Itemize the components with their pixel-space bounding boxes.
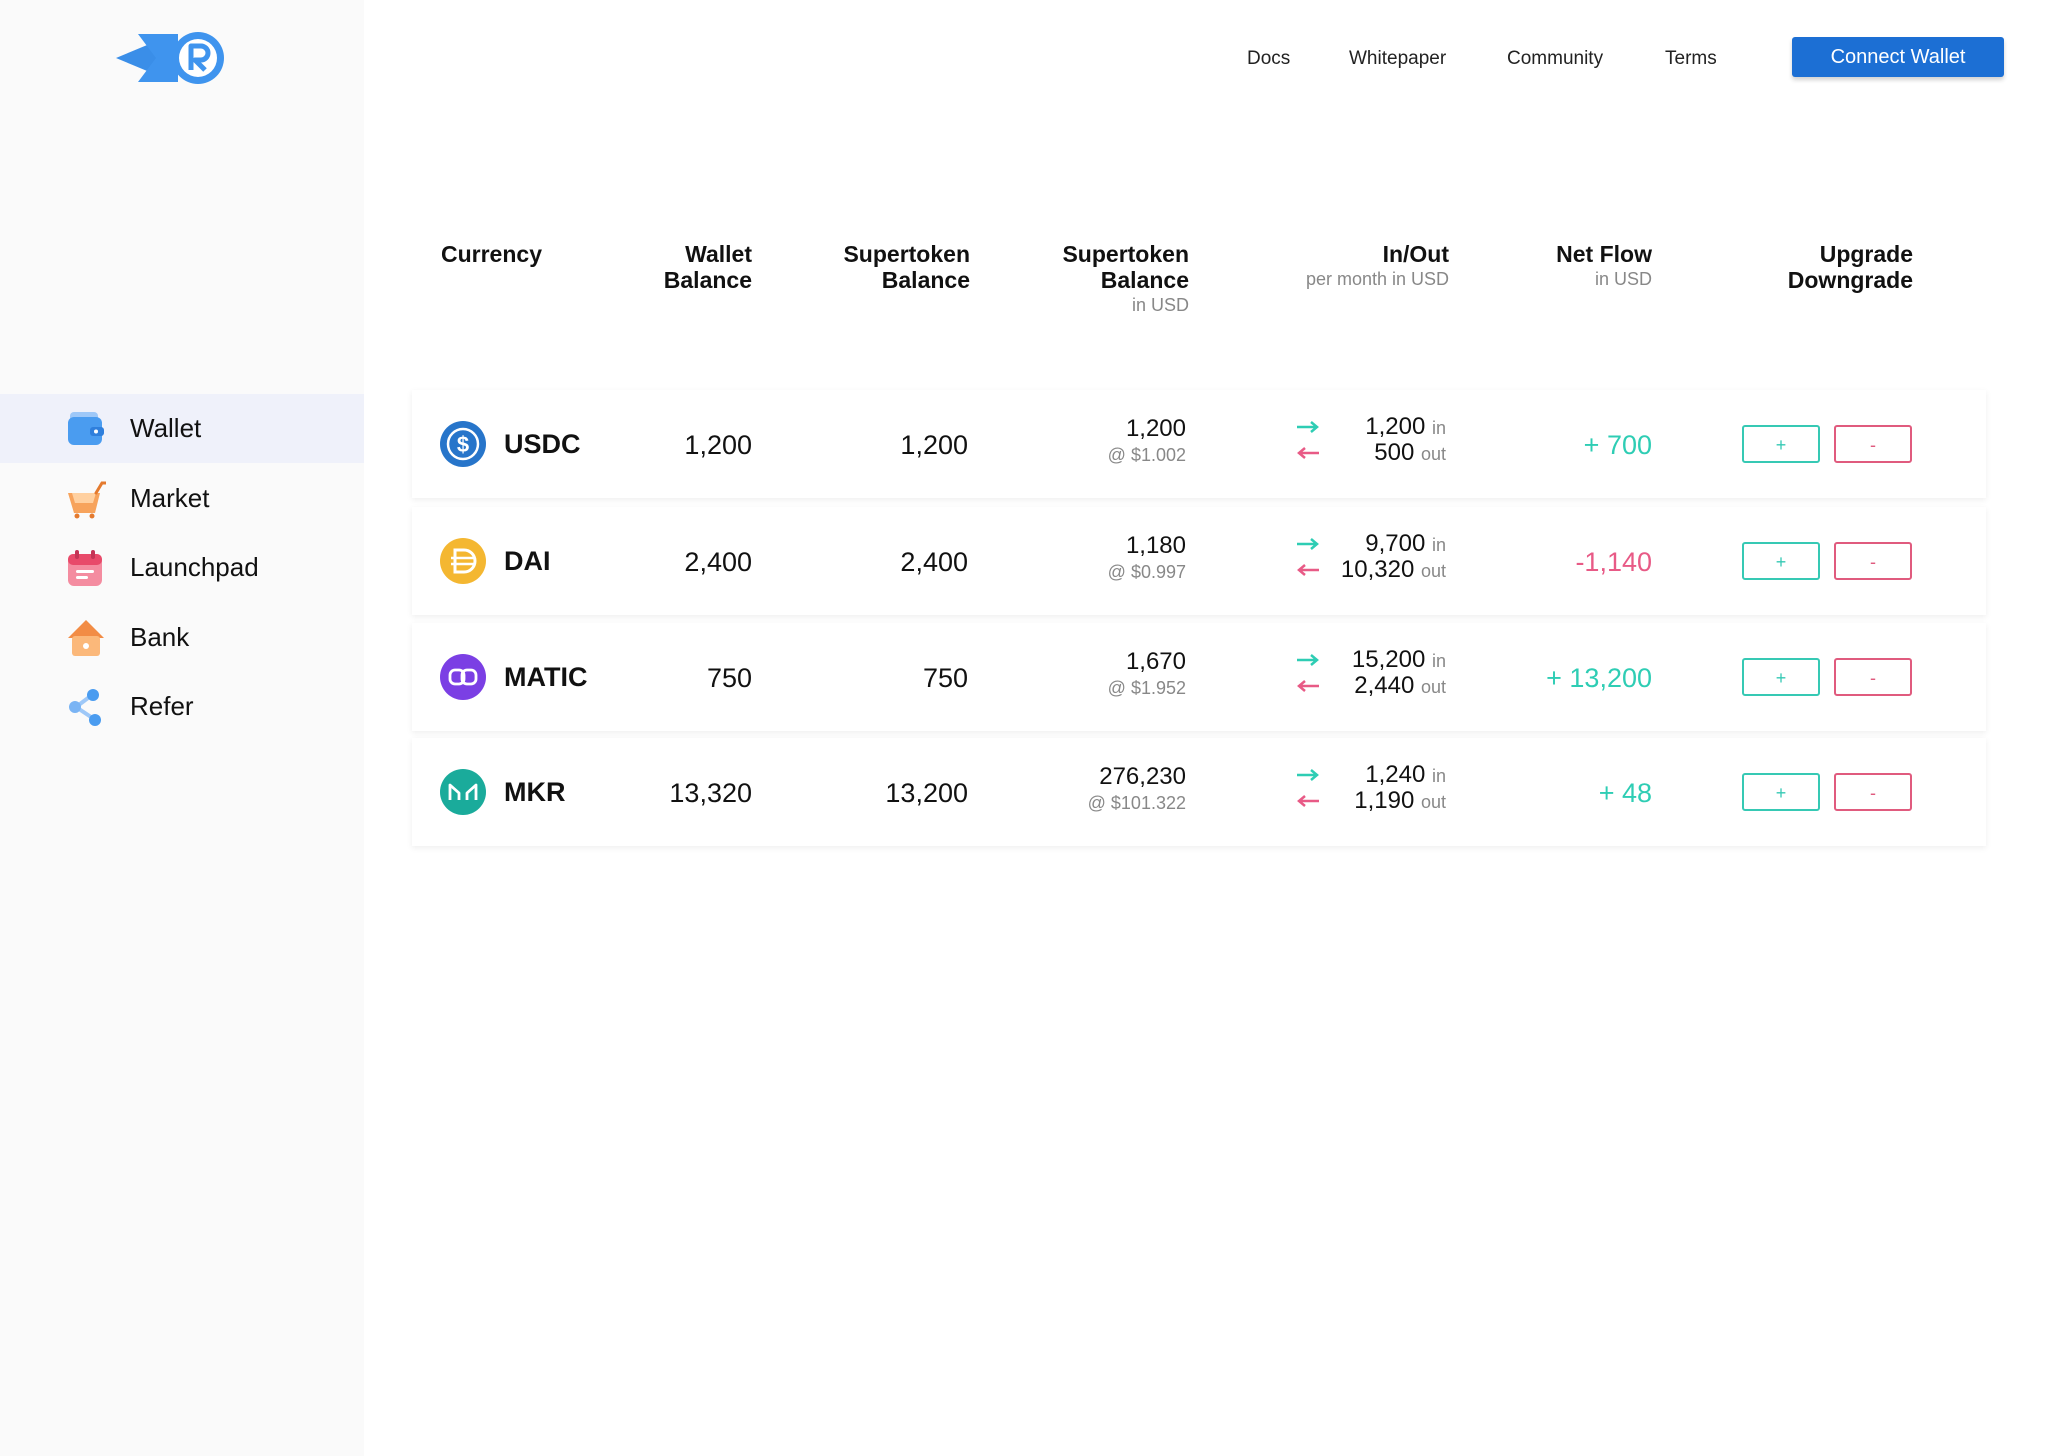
- usd-rate: @ $1.952: [1107, 678, 1186, 698]
- wallet-icon: [66, 409, 106, 449]
- flow-out: 10,320 out: [1340, 556, 1446, 583]
- usd-value: 1,200: [1125, 415, 1186, 442]
- arrow-left-icon: [1296, 679, 1320, 693]
- sidebar-item-label: Refer: [130, 691, 194, 721]
- wallet-balance: 13,320: [669, 778, 752, 808]
- currency-symbol: MKR: [504, 777, 566, 807]
- header-wallet-balance: Wallet Balance: [663, 241, 752, 293]
- supertoken-balance: 750: [922, 663, 968, 693]
- mkr-coin-icon: [440, 769, 486, 815]
- connect-wallet-button[interactable]: Connect Wallet: [1792, 37, 2004, 77]
- supertoken-usd-value: 276,230 @ $101.322: [1088, 764, 1186, 816]
- sidebar-item-wallet[interactable]: Wallet: [0, 394, 364, 463]
- sidebar-item-refer[interactable]: Refer: [0, 672, 364, 741]
- flow-out: 2,440 out: [1354, 672, 1446, 699]
- house-icon: [66, 618, 106, 658]
- supertoken-balance: 2,400: [900, 547, 968, 577]
- supertoken-usd-value: 1,200 @ $1.002: [1108, 416, 1186, 468]
- flow-in: 9,700 in: [1365, 530, 1446, 557]
- flow-in: 1,240 in: [1365, 761, 1446, 788]
- usd-rate: @ $1.002: [1107, 445, 1186, 465]
- matic-coin-icon: [440, 654, 486, 700]
- cart-icon: [66, 479, 108, 519]
- usd-rate: @ $101.322: [1087, 793, 1186, 813]
- table-row: DAI 2,400 2,400 1,180 @ $0.997 9,700 in …: [412, 507, 1986, 615]
- wallet-balance: 1,200: [684, 430, 752, 460]
- wallet-balance: 750: [706, 663, 752, 693]
- usd-value: 276,230: [1099, 763, 1186, 790]
- currency-symbol: DAI: [504, 546, 551, 576]
- arrow-right-icon: [1296, 768, 1320, 782]
- net-flow-value: + 13,200: [1546, 663, 1652, 693]
- table-row: MKR 13,320 13,200 276,230 @ $101.322 1,2…: [412, 738, 1986, 846]
- flow-in: 15,200 in: [1351, 646, 1446, 673]
- downgrade-button[interactable]: -: [1834, 773, 1912, 811]
- header-net-flow: Net Flow in USD: [1556, 241, 1652, 289]
- upgrade-button[interactable]: +: [1742, 425, 1820, 463]
- nav-link-docs[interactable]: Docs: [1247, 48, 1291, 69]
- arrow-right-icon: [1296, 537, 1320, 551]
- arrow-left-icon: [1296, 563, 1320, 577]
- nav-link-whitepaper[interactable]: Whitepaper: [1349, 48, 1447, 69]
- rocket-r-logo-icon[interactable]: [116, 32, 226, 88]
- arrow-left-icon: [1296, 446, 1320, 460]
- upgrade-button[interactable]: +: [1742, 773, 1820, 811]
- arrow-right-icon: [1296, 653, 1320, 667]
- flow-out: 500 out: [1374, 439, 1446, 466]
- nav-link-community[interactable]: Community: [1507, 48, 1604, 69]
- arrow-left-icon: [1296, 794, 1320, 808]
- downgrade-button[interactable]: -: [1834, 542, 1912, 580]
- header-currency: Currency: [441, 241, 542, 267]
- share-icon: [66, 687, 106, 727]
- currency-symbol: MATIC: [504, 662, 588, 692]
- currency-symbol: USDC: [504, 429, 581, 459]
- sidebar-item-label: Wallet: [130, 413, 202, 443]
- header-upgrade-downgrade: Upgrade Downgrade: [1787, 241, 1913, 293]
- wallet-balance: 2,400: [684, 547, 752, 577]
- net-flow-value: -1,140: [1575, 547, 1652, 577]
- table-row: MATIC 750 750 1,670 @ $1.952 15,200 in 2…: [412, 623, 1986, 731]
- sidebar-item-bank[interactable]: Bank: [0, 603, 364, 672]
- downgrade-button[interactable]: -: [1834, 658, 1912, 696]
- header-in-out: In/Out per month in USD: [1305, 241, 1449, 289]
- table-row: $ USDC 1,200 1,200 1,200 @ $1.002 1,200 …: [412, 390, 1986, 498]
- calendar-icon: [66, 548, 106, 588]
- net-flow-value: + 700: [1583, 430, 1652, 460]
- sidebar-item-label: Market: [130, 483, 210, 513]
- nav-link-terms[interactable]: Terms: [1665, 48, 1717, 69]
- downgrade-button[interactable]: -: [1834, 425, 1912, 463]
- usd-rate: @ $0.997: [1107, 562, 1186, 582]
- sidebar-item-label: Launchpad: [130, 552, 259, 582]
- svg-text:$: $: [457, 432, 469, 457]
- supertoken-balance: 13,200: [885, 778, 968, 808]
- arrow-right-icon: [1296, 420, 1320, 434]
- flow-in: 1,200 in: [1365, 413, 1446, 440]
- header-supertoken-balance: Supertoken Balance: [843, 241, 970, 293]
- usd-value: 1,180: [1125, 532, 1186, 559]
- sidebar-item-launchpad[interactable]: Launchpad: [0, 533, 364, 602]
- supertoken-balance: 1,200: [900, 430, 968, 460]
- usd-value: 1,670: [1125, 648, 1186, 675]
- supertoken-usd-value: 1,670 @ $1.952: [1108, 649, 1186, 701]
- flow-out: 1,190 out: [1354, 787, 1446, 814]
- upgrade-button[interactable]: +: [1742, 658, 1820, 696]
- sidebar: Wallet Market Launchpad: [0, 0, 364, 1456]
- net-flow-value: + 48: [1598, 778, 1652, 808]
- sidebar-item-label: Bank: [130, 622, 190, 652]
- upgrade-button[interactable]: +: [1742, 542, 1820, 580]
- header-supertoken-balance-usd: Supertoken Balance in USD: [1062, 241, 1189, 315]
- sidebar-item-market[interactable]: Market: [0, 464, 364, 533]
- supertoken-usd-value: 1,180 @ $0.997: [1108, 533, 1186, 585]
- dai-coin-icon: [440, 538, 486, 584]
- usdc-coin-icon: $: [440, 421, 486, 467]
